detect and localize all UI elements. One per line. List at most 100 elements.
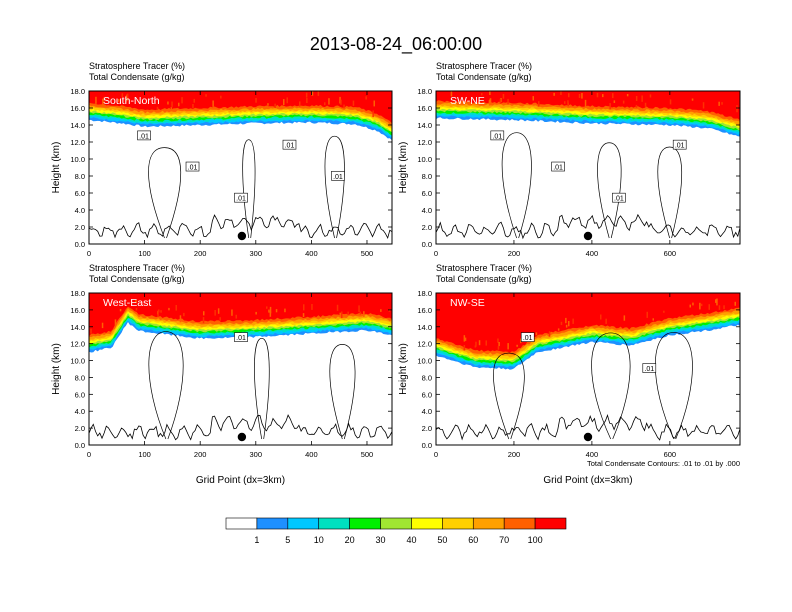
tracer-streak [274,103,276,109]
y-tick-label: 14.0 [70,121,85,130]
colorbar-label: 40 [406,535,416,545]
contour-label-box [234,332,248,342]
plot-frame [435,292,741,446]
tracer-streak [481,93,483,96]
panel-title-line: Total Condensate (g/kg) [436,274,532,284]
tracer-band-10 [436,91,740,121]
tracer-streak [520,339,522,344]
tracer-streak [488,100,491,106]
tracer-streak [336,304,339,311]
tracer-streak [464,337,467,341]
tracer-streak [102,98,104,105]
x-tick-label: 600 [664,450,677,459]
tracer-streak [175,305,177,311]
x-tick-label: 200 [508,450,521,459]
tracer-streak [532,96,534,101]
x-tick-label: 300 [250,249,263,258]
y-tick-label: 8.0 [75,373,85,382]
contour-label: .01 [612,192,626,203]
condensate-contour [591,332,631,440]
x-axis-label: Grid Point (dx=3km) [196,475,285,486]
colorbar-label: 10 [314,535,324,545]
y-tick-label: 14.0 [417,121,432,130]
colorbar-swatch [256,517,289,530]
condensate-contour [148,147,182,239]
colorbar: 1 5 10 20 30 40 50 60 70 100 [225,517,567,545]
y-axis-label: Height (km) [51,343,62,395]
contour-label-text: .01 [285,143,295,150]
contour-label-box [331,170,345,181]
tracer-streak [535,332,538,336]
tracer-streak [168,307,170,311]
tracer-streak [158,309,160,313]
y-tick-label: 6.0 [422,189,432,198]
y-tick-label: 14.0 [417,323,432,332]
contour-label-box [672,139,687,150]
location-marker [583,231,593,241]
y-tick-label: 10.0 [417,357,432,366]
y-axis-label: Height (km) [398,343,409,395]
panels: .01 .01 .01 .01 .01 South-North Stratosphere T… [51,61,741,486]
panel-west-east: .01 West-East Stratosphere Tracer (%)Total… [51,263,393,486]
y-tick-label: 18.0 [417,289,432,298]
tracer-streak [343,104,345,109]
tracer-streak [652,318,654,321]
panel-label: SW-NE [450,95,485,107]
tracer-streak [612,93,614,99]
tracer-streak [463,335,466,342]
condensate-contour [501,132,532,239]
tracer-streak [623,315,626,321]
panel-title-line: Stratosphere Tracer (%) [436,61,532,71]
tracer-streak [692,302,694,306]
tracer-streak [311,304,313,310]
y-tick-label: 12.0 [417,138,432,147]
colorbar-swatch [287,517,320,530]
tracer-streak [214,310,216,316]
y-tick-label: 10.0 [70,155,85,164]
tracer-streak [205,94,207,97]
tracer-streak [266,306,268,309]
tracer-streak [317,91,320,96]
colorbar-swatch [225,517,258,530]
tracer-streak [90,328,92,334]
contour-label: .01 [551,161,565,172]
tracer-streak [363,311,365,318]
colorbar-swatch [442,517,474,530]
contour-label-box [612,192,626,203]
tracer-streak [463,345,466,351]
tracer-streak [568,93,570,98]
tracer-streak [372,110,374,118]
x-tick-label: 0 [434,249,438,258]
panel-south-north: .01 .01 .01 .01 .01 South-North Stratosphere T… [51,61,393,258]
tracer-streak [286,97,288,104]
tracer-streak [324,102,326,106]
tracer-streak [538,101,540,107]
tracer-streak [565,317,567,324]
tracer-streak [557,328,560,331]
x-tick-label: 200 [508,249,521,258]
tracer-streak [702,102,705,109]
contour-label: .01 [137,130,151,140]
y-tick-label: 18.0 [417,87,432,96]
tracer-streak [613,100,616,103]
y-tick-label: 14.0 [70,323,85,332]
tracer-streak [568,321,570,327]
colorbar-swatch [411,517,443,530]
tracer-streak [192,104,194,109]
tracer-streak [723,305,725,310]
contour-label-text: .01 [614,196,624,203]
contour-label-box [642,363,657,373]
tracer-streak [721,102,723,105]
condensate-contour [329,344,356,440]
tracer-streak [718,101,720,106]
colorbar-swatch [380,517,412,530]
tracer-streak [507,343,509,350]
contour-label-box [282,139,297,150]
plot-area: .01 .01 [436,293,740,445]
tracer-streak [641,95,643,102]
contour-label-box [490,130,505,141]
y-tick-label: 6.0 [75,390,85,399]
colorbar-label: 30 [376,535,386,545]
y-tick-label: 4.0 [75,206,85,215]
